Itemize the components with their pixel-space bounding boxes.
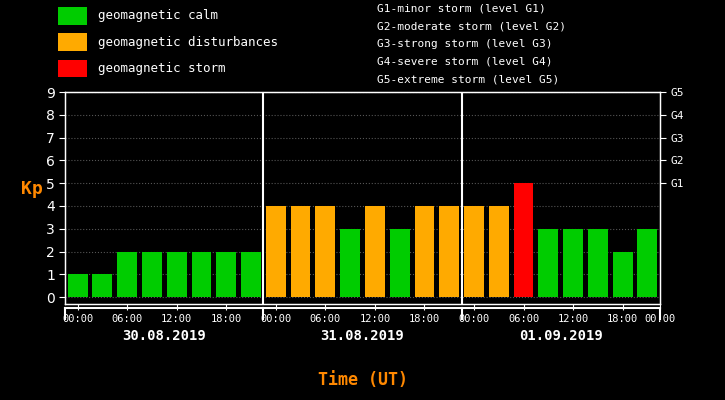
Text: G5-extreme storm (level G5): G5-extreme storm (level G5) [377,74,559,84]
Bar [67,274,88,297]
Bar [58,34,87,51]
Text: 31.08.2019: 31.08.2019 [320,329,405,343]
Text: G2-moderate storm (level G2): G2-moderate storm (level G2) [377,21,566,31]
Bar [216,252,236,297]
Bar [415,206,434,297]
Bar [613,252,632,297]
Bar [167,252,186,297]
Bar [241,252,261,297]
Bar [637,229,658,297]
Bar [93,274,112,297]
Bar [340,229,360,297]
Text: geomagnetic storm: geomagnetic storm [98,62,225,75]
Bar [390,229,410,297]
Bar [489,206,509,297]
Text: G1-minor storm (level G1): G1-minor storm (level G1) [377,4,546,14]
Bar [439,206,459,297]
Bar [464,206,484,297]
Text: Time (UT): Time (UT) [318,371,407,389]
Text: geomagnetic calm: geomagnetic calm [98,9,218,22]
Text: geomagnetic disturbances: geomagnetic disturbances [98,36,278,49]
Text: G3-strong storm (level G3): G3-strong storm (level G3) [377,39,552,49]
Bar [365,206,385,297]
Bar [315,206,335,297]
Bar [588,229,608,297]
Bar [142,252,162,297]
Bar [58,60,87,78]
Bar [539,229,558,297]
Y-axis label: Kp: Kp [21,180,43,198]
Bar [58,7,87,25]
Bar [117,252,137,297]
Bar [191,252,212,297]
Bar [266,206,286,297]
Text: G4-severe storm (level G4): G4-severe storm (level G4) [377,57,552,67]
Bar [513,183,534,297]
Bar [291,206,310,297]
Text: 30.08.2019: 30.08.2019 [123,329,206,343]
Bar [563,229,583,297]
Text: 01.09.2019: 01.09.2019 [519,329,602,343]
